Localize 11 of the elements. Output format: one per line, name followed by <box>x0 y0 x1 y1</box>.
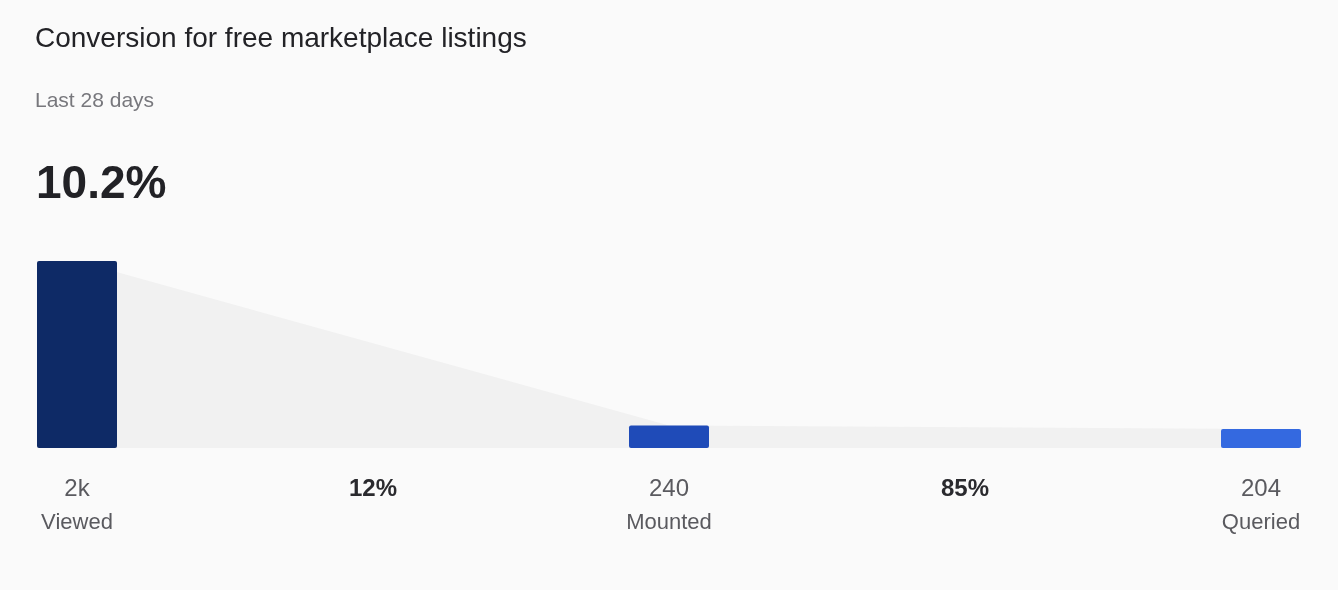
x-tick-label: Queried <box>1221 509 1301 534</box>
x-tick-label: Viewed <box>41 509 113 534</box>
data-label: 204 <box>1240 474 1282 501</box>
data-label: 2k <box>64 474 91 501</box>
text: 85% <box>940 474 990 501</box>
text: 10.2% <box>36 156 167 208</box>
chart-title: Conversion for free marketplace listings <box>35 22 527 53</box>
chart-subtitle: Last 28 days <box>35 88 155 111</box>
text: 12% <box>348 474 398 501</box>
x-tick-label: Mounted <box>626 509 712 534</box>
data-label: 240 <box>648 474 690 501</box>
